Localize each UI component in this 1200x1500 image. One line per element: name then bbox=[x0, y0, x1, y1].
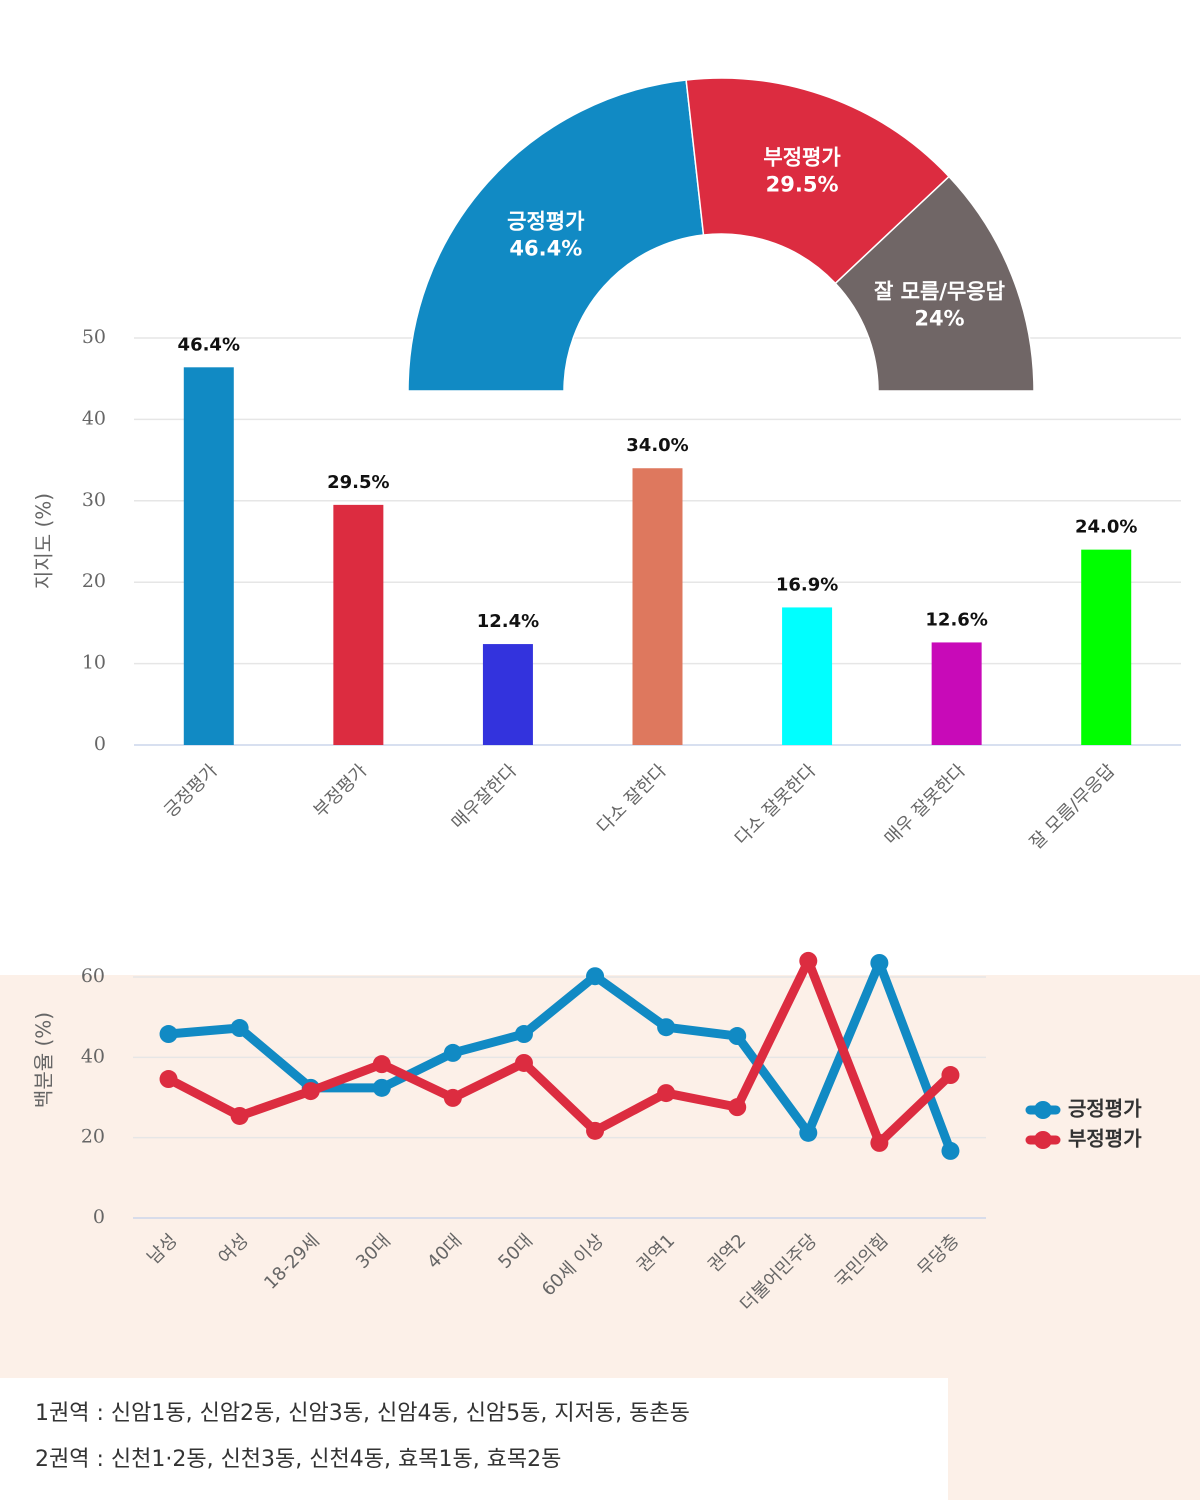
data-label: 46.4% bbox=[178, 334, 240, 355]
y-axis-title: 지지도 (%) bbox=[32, 493, 56, 589]
marker bbox=[586, 967, 605, 986]
legend-label: 부정평가 bbox=[1068, 1127, 1142, 1151]
data-label: 34.0% bbox=[626, 435, 688, 456]
note: 1권역 : 신암1동, 신암2동, 신암3동, 신암4동, 신암5동, 지저동,… bbox=[35, 1401, 690, 1426]
y-tick-label: 40 bbox=[81, 1045, 105, 1067]
marker bbox=[941, 1141, 960, 1160]
bar bbox=[482, 644, 533, 745]
bar-chart: 0 10 20 30 40 50 지지도 (%) 긍정평가 부정평가 매우잘한다 다소 잘한다 다소 … bbox=[32, 326, 1181, 854]
marker bbox=[728, 1098, 747, 1117]
y-tick-label: 0 bbox=[93, 1206, 105, 1228]
y-tick-label: 30 bbox=[82, 489, 106, 511]
marker bbox=[159, 1025, 178, 1044]
y-tick-label: 40 bbox=[82, 407, 106, 429]
bar bbox=[931, 642, 982, 745]
y-tick-label: 10 bbox=[82, 652, 106, 674]
marker bbox=[514, 1053, 533, 1072]
marker bbox=[941, 1066, 960, 1085]
note: 2권역 : 신천1·2동, 신천3동, 신천4동, 효목1동, 효목2동 bbox=[35, 1447, 561, 1472]
marker bbox=[443, 1088, 462, 1107]
marker bbox=[230, 1106, 249, 1125]
marker bbox=[799, 951, 818, 970]
marker bbox=[870, 953, 889, 972]
data-label: 12.4% bbox=[477, 611, 539, 632]
bar bbox=[632, 468, 683, 745]
pie-chart: 긍정평가 46.4% 부정평가 29.5% 잘 모름/무응답 24% bbox=[407, 77, 1035, 392]
series-line bbox=[166, 956, 954, 1148]
bar bbox=[1081, 549, 1132, 745]
marker bbox=[870, 1133, 889, 1152]
slice-value: 29.5% bbox=[766, 172, 839, 196]
marker bbox=[728, 1027, 747, 1046]
marker bbox=[514, 1025, 533, 1044]
slice-value: 46.4% bbox=[509, 236, 582, 260]
y-tick-label: 0 bbox=[94, 733, 106, 755]
series-line bbox=[168, 958, 955, 1153]
data-label: 16.9% bbox=[776, 574, 838, 595]
y-axis-title: 백분율 (%) bbox=[32, 1012, 56, 1108]
marker bbox=[301, 1082, 320, 1101]
y-tick-label: 20 bbox=[82, 570, 106, 592]
data-label: 29.5% bbox=[327, 472, 389, 493]
marker bbox=[372, 1055, 391, 1074]
marker bbox=[230, 1019, 249, 1038]
marker bbox=[159, 1070, 178, 1089]
y-tick-label: 60 bbox=[81, 965, 105, 987]
x-tick-label: 긍정평가 bbox=[160, 760, 222, 822]
marker bbox=[443, 1043, 462, 1062]
slice-label: 잘 모름/무응답 bbox=[874, 279, 1005, 303]
x-tick-label: 잘 모름/무응답 bbox=[1026, 760, 1119, 853]
notes-box bbox=[0, 1378, 948, 1500]
pie-slice bbox=[834, 175, 1035, 392]
x-tick-label: 부정평가 bbox=[310, 760, 372, 822]
slice-label: 부정평가 bbox=[763, 145, 841, 169]
bar bbox=[333, 504, 384, 745]
x-tick-label: 매우잘한다 bbox=[448, 760, 522, 834]
pie-slice bbox=[685, 77, 951, 285]
y-tick-label: 50 bbox=[82, 326, 106, 348]
x-tick-label: 매우 잘못한다 bbox=[881, 760, 970, 849]
legend-marker bbox=[1034, 1131, 1052, 1149]
x-tick-label: 다소 잘못한다 bbox=[731, 760, 820, 849]
marker bbox=[799, 1123, 818, 1142]
marker bbox=[657, 1018, 676, 1037]
pie-slice bbox=[407, 79, 705, 392]
slice-value: 24% bbox=[914, 306, 964, 330]
legend-marker bbox=[1034, 1101, 1052, 1119]
slice-label: 긍정평가 bbox=[507, 209, 585, 233]
bar bbox=[183, 367, 234, 745]
marker bbox=[586, 1121, 605, 1140]
data-label: 12.6% bbox=[925, 609, 987, 630]
marker bbox=[657, 1084, 676, 1103]
legend-label: 긍정평가 bbox=[1068, 1097, 1142, 1121]
y-tick-label: 20 bbox=[81, 1126, 105, 1148]
data-label: 24.0% bbox=[1075, 517, 1137, 538]
x-tick-label: 다소 잘한다 bbox=[593, 760, 671, 838]
marker bbox=[372, 1078, 391, 1097]
bar bbox=[782, 607, 833, 745]
